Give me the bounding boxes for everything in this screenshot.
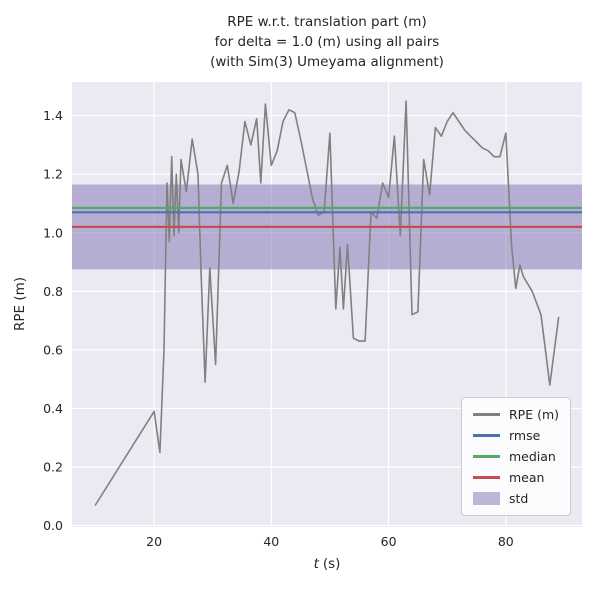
rmse-line-swatch bbox=[472, 434, 500, 437]
svg-text:80: 80 bbox=[498, 534, 514, 549]
legend-label-median: median bbox=[508, 449, 556, 464]
std-patch-swatch bbox=[472, 492, 500, 505]
svg-text:60: 60 bbox=[381, 534, 397, 549]
chart-title-line-3: (with Sim(3) Umeyama alignment) bbox=[210, 54, 444, 70]
svg-text:20: 20 bbox=[146, 534, 162, 549]
svg-text:0.6: 0.6 bbox=[43, 342, 63, 357]
svg-text:0.8: 0.8 bbox=[43, 284, 63, 299]
svg-text:0.2: 0.2 bbox=[43, 460, 63, 475]
chart-title: RPE w.r.t. translation part (m) for delt… bbox=[72, 12, 582, 72]
svg-text:1.0: 1.0 bbox=[43, 225, 63, 240]
median-line-swatch bbox=[472, 455, 500, 458]
x-axis-label-unit: (s) bbox=[322, 556, 341, 572]
svg-text:0.0: 0.0 bbox=[43, 518, 63, 533]
x-axis-label: t (s) bbox=[72, 556, 582, 572]
legend-label-rpe: RPE (m) bbox=[508, 407, 559, 422]
legend-entry-std: std bbox=[472, 490, 559, 507]
legend-entry-mean: mean bbox=[472, 469, 559, 486]
svg-text:1.2: 1.2 bbox=[43, 167, 63, 182]
legend-entry-rpe: RPE (m) bbox=[472, 406, 559, 423]
legend-label-rmse: rmse bbox=[508, 428, 541, 443]
chart-title-line-2: for delta = 1.0 (m) using all pairs bbox=[214, 34, 440, 50]
legend-label-std: std bbox=[508, 491, 529, 506]
svg-text:0.4: 0.4 bbox=[43, 401, 63, 416]
svg-text:40: 40 bbox=[263, 534, 279, 549]
legend-entry-rmse: rmse bbox=[472, 427, 559, 444]
legend-label-mean: mean bbox=[508, 470, 545, 485]
mean-line-swatch bbox=[472, 476, 500, 479]
legend: RPE (m) rmse median mean std bbox=[460, 397, 571, 516]
x-axis-label-variable: t bbox=[313, 556, 319, 572]
legend-entry-median: median bbox=[472, 448, 559, 465]
chart-title-line-1: RPE w.r.t. translation part (m) bbox=[227, 14, 427, 30]
svg-text:1.4: 1.4 bbox=[43, 108, 63, 123]
rpe-line-swatch bbox=[472, 413, 500, 416]
y-axis-label: RPE (m) bbox=[12, 276, 28, 332]
